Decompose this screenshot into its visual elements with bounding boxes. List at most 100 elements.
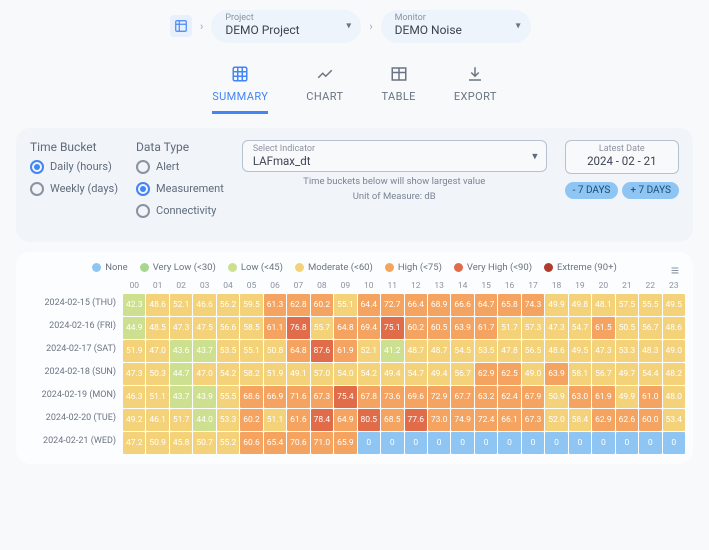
heatmap-cell[interactable]: 49.0 (522, 363, 544, 385)
menu-icon[interactable]: ≡ (671, 262, 679, 279)
heatmap-cell[interactable]: 49.2 (123, 409, 145, 431)
heatmap-cell[interactable]: 45.8 (170, 432, 192, 454)
heatmap-cell[interactable]: 72.4 (475, 409, 497, 431)
heatmap-cell[interactable]: 71.0 (311, 432, 333, 454)
heatmap-cell[interactable]: 50.5 (616, 317, 638, 339)
heatmap-cell[interactable]: 72.9 (428, 386, 450, 408)
heatmap-cell[interactable]: 48.7 (428, 340, 450, 362)
heatmap-cell[interactable]: 66.4 (405, 294, 427, 316)
heatmap-cell[interactable]: 74.3 (522, 294, 544, 316)
heatmap-cell[interactable]: 53.5 (475, 340, 497, 362)
heatmap-cell[interactable]: 54.0 (334, 363, 356, 385)
heatmap-cell[interactable]: 73.0 (428, 409, 450, 431)
heatmap-cell[interactable]: 73.6 (381, 386, 403, 408)
heatmap-cell[interactable]: 64.8 (334, 317, 356, 339)
heatmap-cell[interactable]: 61.7 (475, 317, 497, 339)
heatmap-cell[interactable]: 46.1 (146, 409, 168, 431)
heatmap-cell[interactable]: 0 (522, 432, 544, 454)
heatmap-cell[interactable]: 54.5 (451, 340, 473, 362)
heatmap-cell[interactable]: 49.4 (428, 363, 450, 385)
heatmap-cell[interactable]: 50.9 (545, 386, 567, 408)
heatmap-cell[interactable]: 56.7 (639, 317, 661, 339)
heatmap-cell[interactable]: 67.9 (522, 386, 544, 408)
heatmap-cell[interactable]: 60.5 (428, 317, 450, 339)
tab-summary[interactable]: SUMMARY (212, 65, 268, 114)
heatmap-cell[interactable]: 51.9 (264, 363, 286, 385)
heatmap-cell[interactable]: 61.9 (334, 340, 356, 362)
heatmap-cell[interactable]: 62.9 (592, 409, 614, 431)
heatmap-cell[interactable]: 44.0 (193, 409, 215, 431)
heatmap-cell[interactable]: 52.1 (358, 340, 380, 362)
tab-export[interactable]: EXPORT (454, 65, 497, 114)
heatmap-cell[interactable]: 60.0 (639, 409, 661, 431)
heatmap-cell[interactable]: 75.1 (381, 317, 403, 339)
heatmap-cell[interactable]: 63.9 (451, 317, 473, 339)
heatmap-cell[interactable]: 50.7 (193, 432, 215, 454)
heatmap-cell[interactable]: 46.6 (193, 294, 215, 316)
heatmap-cell[interactable]: 53.3 (217, 409, 239, 431)
heatmap-cell[interactable]: 43.9 (193, 386, 215, 408)
heatmap-cell[interactable]: 61.9 (592, 386, 614, 408)
heatmap-cell[interactable]: 56.5 (522, 340, 544, 362)
heatmap-cell[interactable]: 57.0 (311, 363, 333, 385)
heatmap-cell[interactable]: 70.6 (287, 432, 309, 454)
heatmap-cell[interactable]: 43.7 (193, 340, 215, 362)
indicator-select[interactable]: Select Indicator LAFmax_dt ▾ (242, 140, 547, 172)
heatmap-cell[interactable]: 0 (498, 432, 520, 454)
heatmap-cell[interactable]: 66.6 (451, 294, 473, 316)
heatmap-cell[interactable]: 67.3 (522, 409, 544, 431)
heatmap-cell[interactable]: 56.2 (217, 294, 239, 316)
heatmap-cell[interactable]: 74.9 (451, 409, 473, 431)
heatmap-cell[interactable]: 57.5 (616, 294, 638, 316)
heatmap-cell[interactable]: 48.2 (663, 363, 685, 385)
heatmap-cell[interactable]: 53.5 (217, 340, 239, 362)
heatmap-cell[interactable]: 58.5 (240, 317, 262, 339)
heatmap-cell[interactable]: 49.7 (616, 363, 638, 385)
heatmap-cell[interactable]: 48.6 (663, 317, 685, 339)
heatmap-cell[interactable]: 61.3 (264, 294, 286, 316)
heatmap-cell[interactable]: 65.4 (264, 432, 286, 454)
heatmap-cell[interactable]: 44.7 (170, 363, 192, 385)
heatmap-cell[interactable]: 64.7 (475, 294, 497, 316)
heatmap-cell[interactable]: 48.6 (146, 294, 168, 316)
heatmap-cell[interactable]: 55.5 (217, 386, 239, 408)
heatmap-cell[interactable]: 51.7 (498, 317, 520, 339)
heatmap-cell[interactable]: 62.6 (616, 409, 638, 431)
heatmap-cell[interactable]: 47.0 (146, 340, 168, 362)
heatmap-cell[interactable]: 68.6 (240, 386, 262, 408)
heatmap-cell[interactable]: 51.9 (123, 340, 145, 362)
heatmap-cell[interactable]: 62.5 (498, 363, 520, 385)
heatmap-cell[interactable]: 65.9 (334, 432, 356, 454)
heatmap-cell[interactable]: 48.5 (146, 317, 168, 339)
heatmap-cell[interactable]: 47.0 (193, 363, 215, 385)
heatmap-cell[interactable]: 0 (592, 432, 614, 454)
heatmap-cell[interactable]: 54.7 (569, 317, 591, 339)
heatmap-cell[interactable]: 56.6 (217, 317, 239, 339)
heatmap-cell[interactable]: 47.8 (498, 340, 520, 362)
heatmap-cell[interactable]: 55.5 (639, 294, 661, 316)
heatmap-cell[interactable]: 51.7 (170, 409, 192, 431)
heatmap-cell[interactable]: 58.2 (240, 363, 262, 385)
heatmap-cell[interactable]: 50.8 (264, 340, 286, 362)
data-type-option[interactable]: Connectivity (136, 204, 224, 218)
heatmap-cell[interactable]: 64.8 (287, 340, 309, 362)
heatmap-cell[interactable]: 47.5 (193, 317, 215, 339)
heatmap-cell[interactable]: 59.5 (240, 294, 262, 316)
time-bucket-option[interactable]: Weekly (days) (30, 182, 118, 196)
heatmap-cell[interactable]: 48.6 (545, 340, 567, 362)
heatmap-cell[interactable]: 60.2 (311, 294, 333, 316)
heatmap-cell[interactable]: 44.9 (123, 317, 145, 339)
heatmap-cell[interactable]: 48.3 (639, 340, 661, 362)
heatmap-cell[interactable]: 0 (451, 432, 473, 454)
heatmap-cell[interactable]: 0 (475, 432, 497, 454)
heatmap-cell[interactable]: 57.3 (522, 317, 544, 339)
heatmap-cell[interactable]: 69.4 (358, 317, 380, 339)
heatmap-cell[interactable]: 55.2 (217, 432, 239, 454)
heatmap-cell[interactable]: 0 (569, 432, 591, 454)
heatmap-cell[interactable]: 72.7 (381, 294, 403, 316)
heatmap-cell[interactable]: 60.2 (405, 317, 427, 339)
heatmap-cell[interactable]: 62.4 (498, 386, 520, 408)
heatmap-cell[interactable]: 87.6 (311, 340, 333, 362)
heatmap-cell[interactable]: 50.3 (146, 363, 168, 385)
heatmap-cell[interactable]: 52.1 (170, 294, 192, 316)
